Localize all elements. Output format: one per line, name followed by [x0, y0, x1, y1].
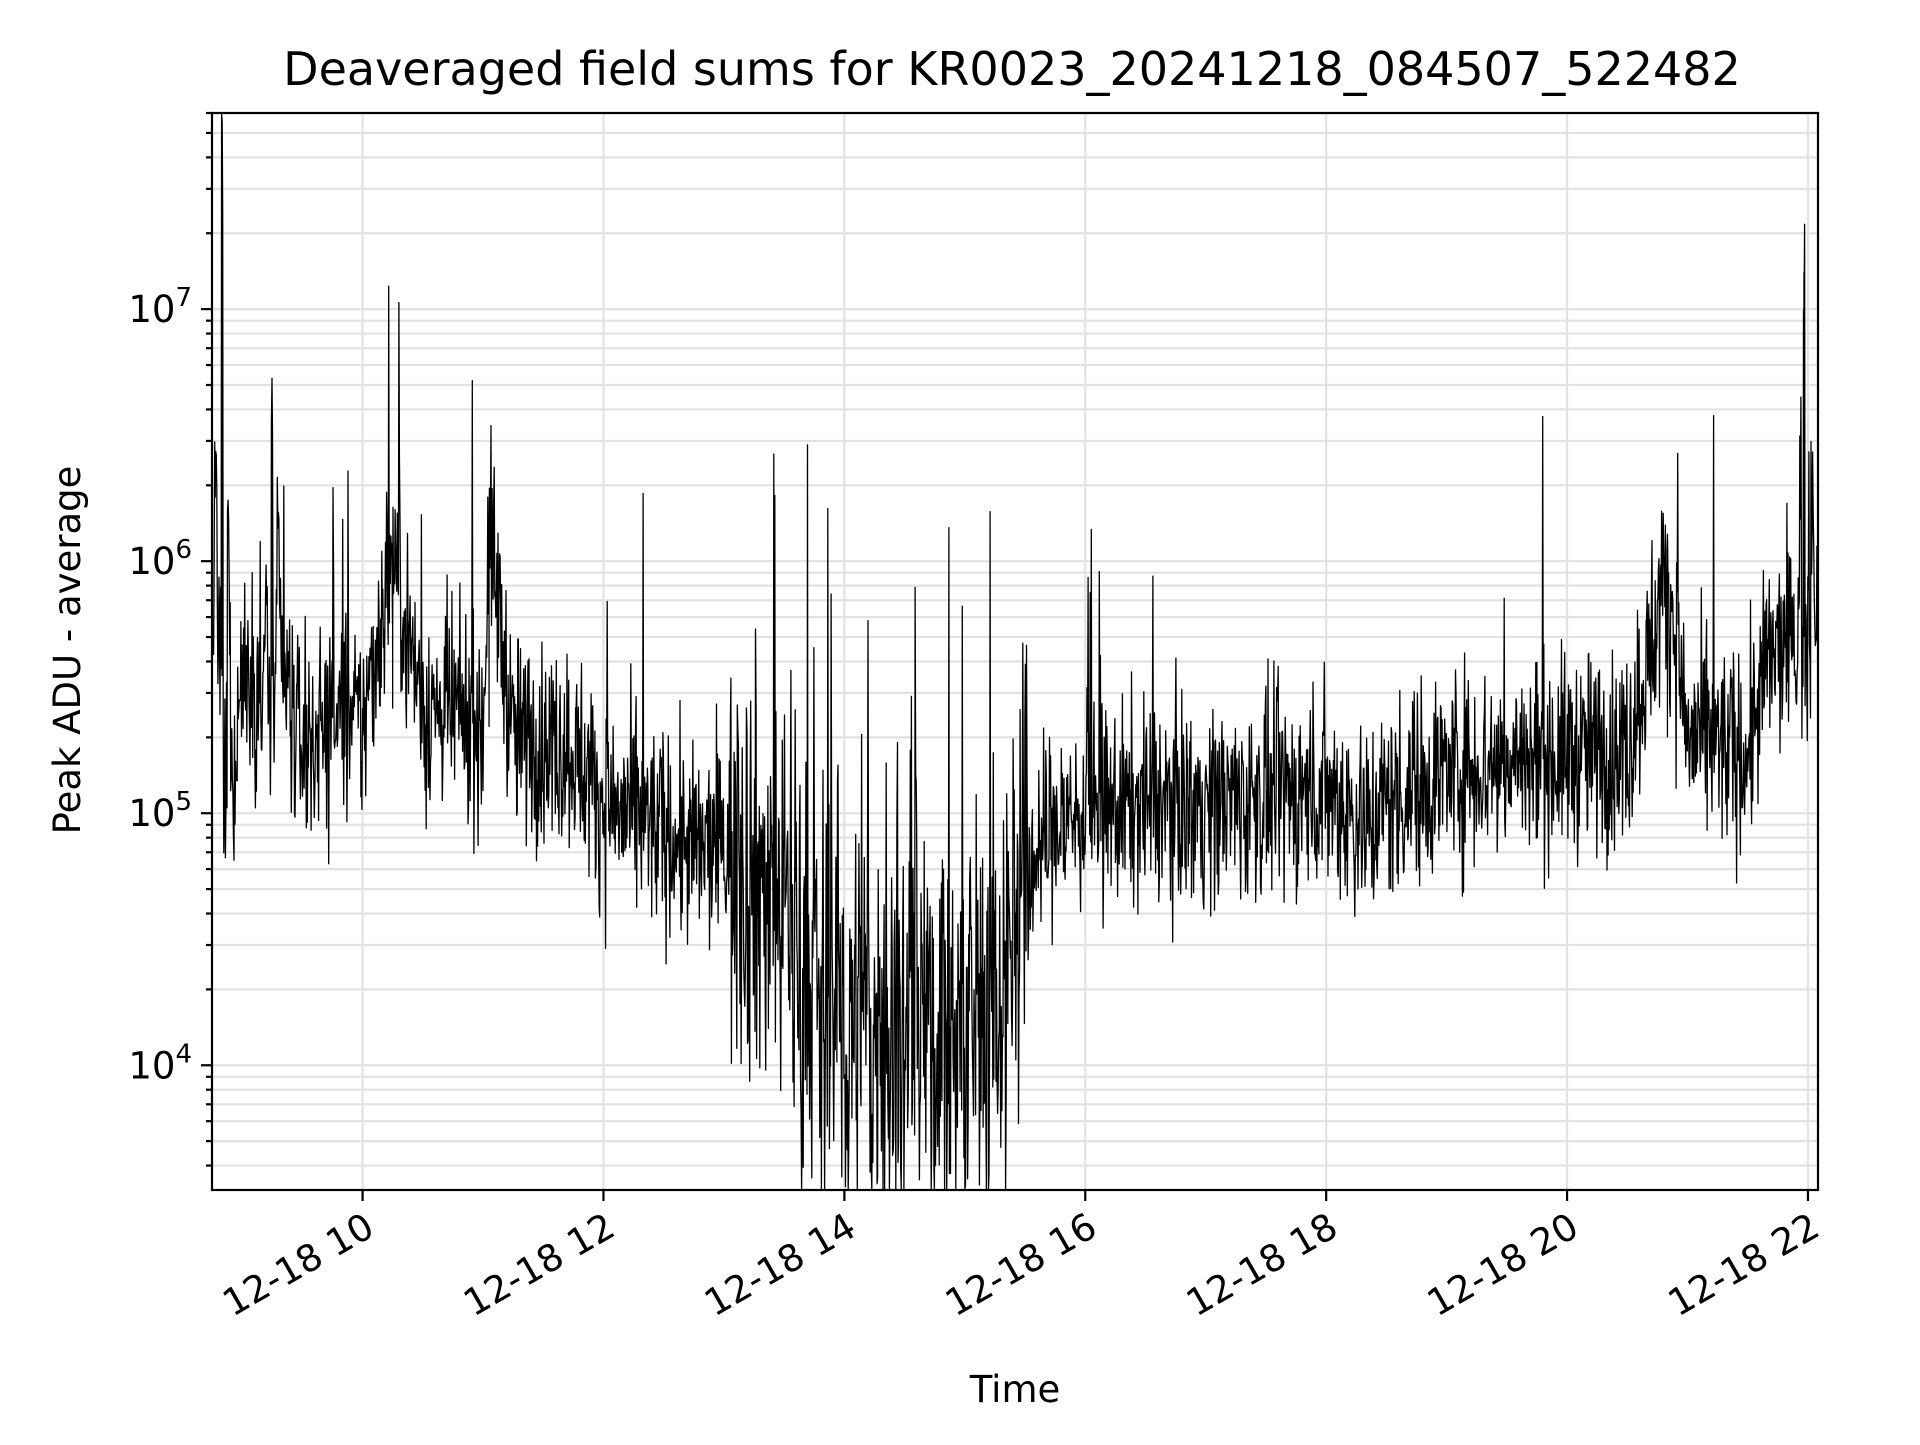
series-layer [211, 113, 1819, 1190]
grid-layer [212, 111, 1818, 1190]
y-tick-label: 104 [128, 1039, 192, 1087]
series-line [211, 113, 1819, 1190]
y-axis-label: Peak ADU - average [46, 466, 89, 835]
x-axis-label: Time [969, 1368, 1061, 1411]
y-tick-label: 107 [128, 283, 192, 331]
y-tick-label: 105 [128, 787, 192, 835]
y-tick-label: 106 [128, 535, 192, 583]
plot-frame [210, 111, 1820, 1192]
chart-title: Deaveraged field sums for KR0023_2024121… [283, 42, 1741, 96]
